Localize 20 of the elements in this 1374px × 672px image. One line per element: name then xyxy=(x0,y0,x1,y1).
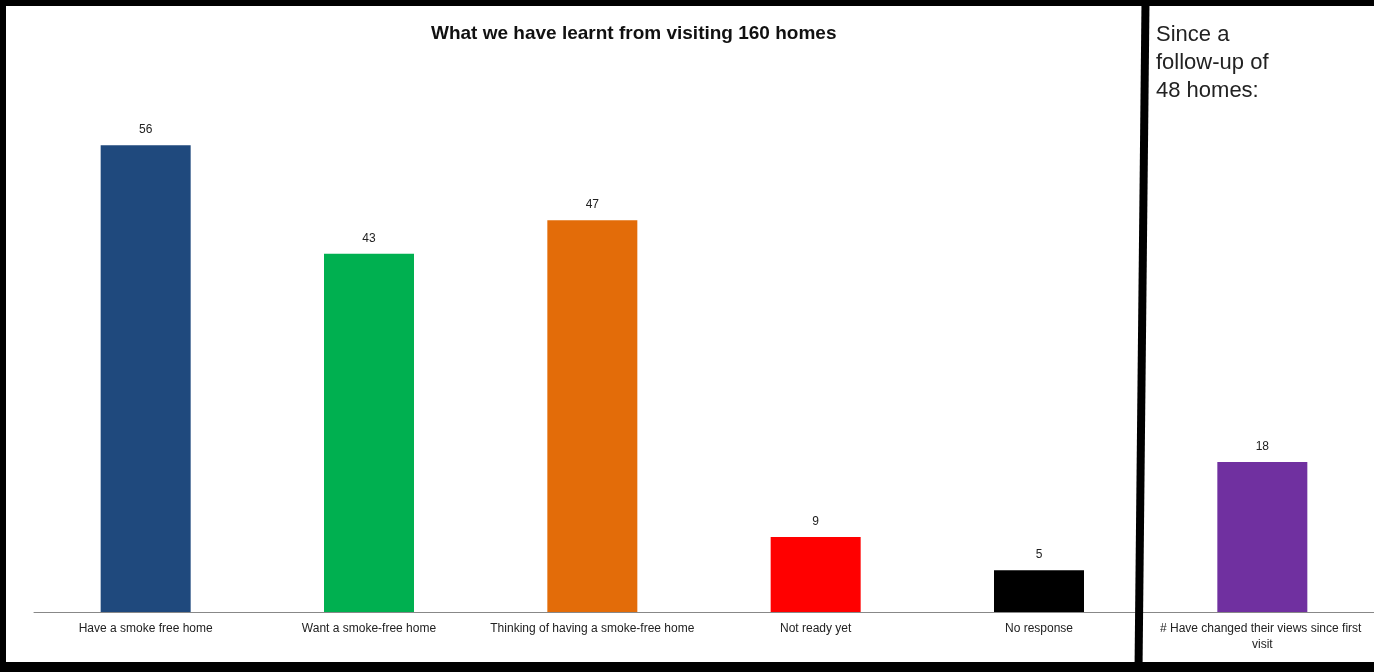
text: Since a follow-up of 48 homes: xyxy=(1156,20,1275,102)
x-tick-label: Not ready yet xyxy=(779,621,853,635)
bar xyxy=(1217,462,1308,612)
bar xyxy=(100,145,191,612)
data-label: 18 xyxy=(1255,439,1270,453)
x-tick-label: Have a smoke free home xyxy=(78,621,214,635)
x-tick-label: # Have changed their views since first visit xyxy=(1159,621,1365,651)
data-label: 9 xyxy=(812,514,820,528)
bar xyxy=(547,220,638,612)
data-label: 56 xyxy=(138,122,153,137)
bar xyxy=(994,570,1084,612)
bar xyxy=(770,537,861,612)
x-tick-label: Want a smoke-free home xyxy=(301,621,437,635)
x-tick-label: No response xyxy=(1004,621,1074,635)
data-label: 5 xyxy=(1035,547,1043,562)
data-label: 43 xyxy=(362,230,376,245)
data-label: 47 xyxy=(585,197,600,212)
x-tick-label: Thinking of having a smoke-free home xyxy=(490,621,695,635)
bar xyxy=(324,253,414,612)
chart-title: What we have learnt from visiting 160 homes xyxy=(431,22,837,43)
